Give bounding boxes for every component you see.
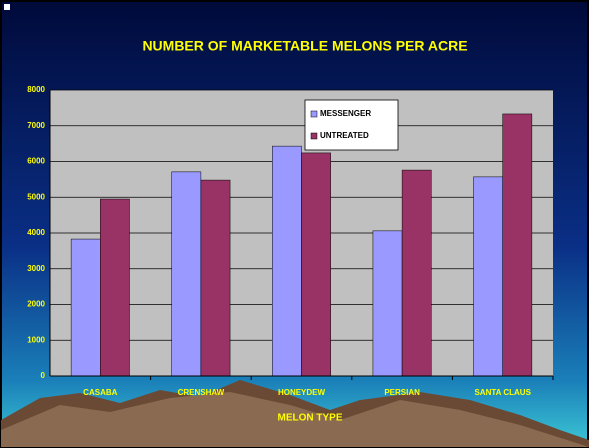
y-tick-label: 2000	[27, 300, 45, 309]
x-tick-label: SANTA CLAUS	[474, 388, 531, 397]
y-tick-label: 0	[41, 371, 46, 380]
x-axis-label: MELON TYPE	[277, 413, 342, 424]
mountains-front	[1, 392, 589, 447]
bar	[372, 230, 403, 377]
y-tick-label: 4000	[27, 228, 45, 237]
legend	[304, 99, 399, 151]
bar	[401, 169, 432, 377]
x-tick-label: HONEYDEW	[278, 388, 326, 397]
legend-swatch	[310, 110, 318, 118]
x-tick-label: PERSIAN	[384, 388, 420, 397]
bar	[70, 238, 101, 377]
y-tick-label: 7000	[27, 121, 45, 130]
y-tick-label: 8000	[27, 85, 45, 94]
y-tick-label: 6000	[27, 157, 45, 166]
chart-title: NUMBER OF MARKETABLE MELONS PER ACRE	[142, 38, 467, 54]
y-tick-label: 1000	[27, 335, 45, 344]
y-tick-label: 3000	[27, 264, 45, 273]
bar	[200, 179, 231, 377]
bar	[473, 176, 503, 377]
x-tick-label: CRENSHAW	[178, 388, 225, 397]
corner-mark	[4, 4, 10, 10]
legend-swatch	[310, 132, 318, 140]
bar	[100, 198, 130, 377]
bar	[301, 152, 331, 377]
bar	[272, 145, 302, 377]
legend-label: MESSENGER	[320, 109, 371, 118]
legend-label: UNTREATED	[320, 131, 369, 140]
bar	[171, 171, 202, 377]
bar	[502, 113, 533, 377]
y-tick-label: 5000	[27, 192, 45, 201]
x-tick-label: CASABA	[83, 388, 117, 397]
